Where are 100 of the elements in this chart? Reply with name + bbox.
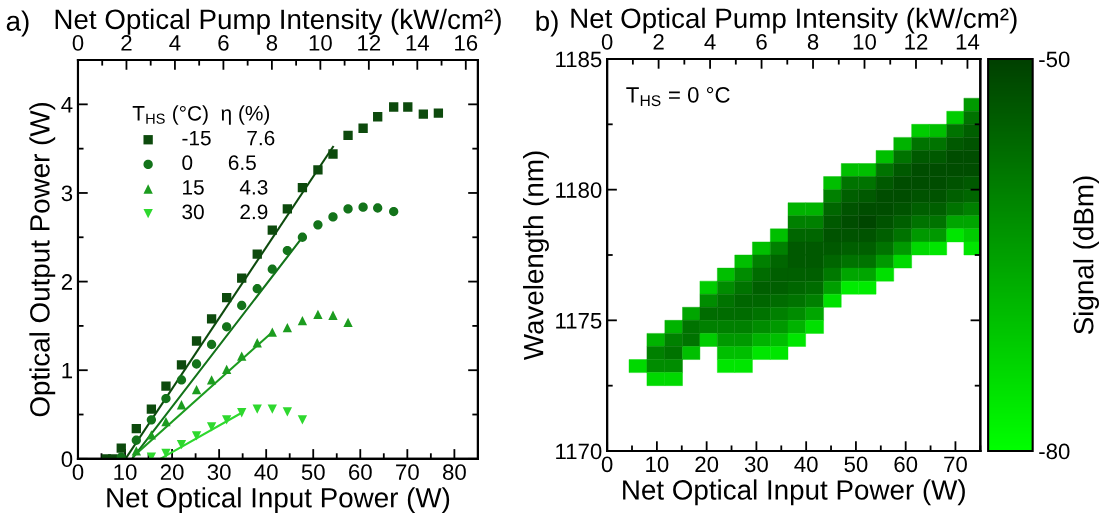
point [146,404,157,414]
point [222,292,232,303]
point [282,407,293,417]
y-tick-label: 1170 [556,443,602,460]
point [131,446,141,456]
y-tick-label: 3 [61,185,73,202]
point [131,435,141,445]
point [282,323,293,333]
point [206,422,217,432]
point [297,315,308,326]
x2-tick-label: 6 [756,34,767,50]
point [222,322,232,332]
point [237,408,247,418]
y-tick-label: 1185 [556,51,602,68]
x-axis-title: Net Optical Input Power (W) [623,479,965,506]
legend-label: 30 2.9 [182,204,268,220]
x2-tick-label: 2 [121,35,132,51]
x-tick-label: 60 [894,456,918,473]
point [206,314,217,324]
point [222,364,232,374]
x-tick-label: 60 [349,464,372,481]
point [237,273,247,283]
color-bar-label: -80 [1039,443,1070,460]
y-axis-title: Optical Output Power (W) [29,102,56,417]
point [237,351,247,361]
point [176,375,187,385]
legend-label: 0 6.5 [182,155,256,171]
point [389,206,399,217]
y-tick-label: 4 [61,97,73,113]
point [373,112,383,122]
x2-tick-label: 12 [358,35,381,51]
x2-tick-label: 2 [653,34,664,50]
legend-title: T$_{HS}$ (°C) η (%) [132,105,270,125]
x-tick-label: 20 [160,464,184,481]
point [161,416,171,427]
y-axis-title: Wavelength (nm) [523,151,549,361]
x2-tick-label: 4 [169,35,181,51]
x-tick-label: 20 [695,456,719,473]
x2-tick-label: 10 [853,34,876,50]
x-tick-label: 0 [601,456,613,473]
point [237,300,247,311]
x-axis-title: Net Optical Input Power (W) [107,487,450,514]
point [297,415,308,425]
point [358,123,368,133]
point [176,440,187,450]
point [191,336,202,346]
x2-tick-label: 0 [601,34,613,50]
point [358,202,368,212]
point [267,264,277,274]
x2-tick-label: 4 [704,34,716,50]
point [313,165,323,175]
point [176,400,187,410]
point [343,317,353,328]
point [267,225,277,235]
point [418,109,428,119]
x-tick-label: 80 [442,464,466,481]
point [389,102,399,112]
point [403,102,413,112]
point [161,381,171,391]
point [313,309,323,320]
color-bar-label: -50 [1039,51,1070,68]
x-tick-label: 70 [396,464,419,481]
y-tick-label: 1180 [556,182,602,198]
point [328,212,338,222]
x2-tick-label: 10 [309,35,332,51]
text: b) [536,10,558,37]
point [206,375,217,385]
x2-tick-label: 0 [72,35,84,51]
point [252,284,262,294]
point [161,393,171,404]
point [343,204,353,214]
x-tick-label: 10 [646,456,669,473]
text: a) [6,10,29,37]
legend-label: 15 4.3 [183,179,268,195]
x2-tick-label: 14 [956,34,980,50]
x2-tick-label: 8 [266,35,278,51]
y-tick-label: 1175 [556,313,602,329]
x2-tick-label: 14 [406,35,430,51]
x-tick-label: 40 [254,464,278,481]
x-tick-label: 50 [301,464,325,481]
x-tick-label: 70 [944,456,967,473]
x-tick-label: 30 [207,464,231,481]
y-tick-label: 2 [61,274,72,290]
point [206,339,217,350]
x-tick-label: 10 [114,464,137,481]
point [433,108,444,118]
x2-axis-title: Net Optical Pump Intensity (kW/cm²) [55,8,501,35]
point [131,424,141,434]
point [252,249,262,259]
x2-tick-label: 8 [807,34,819,50]
point [297,232,308,242]
point [282,245,293,256]
point [191,359,202,369]
point [373,203,383,213]
x2-tick-label: 12 [905,34,928,50]
x-tick-label: 40 [794,456,818,473]
x-tick-label: 30 [744,456,768,473]
legend-label: -15 7.6 [182,130,275,146]
point [176,360,187,370]
point [343,130,353,141]
